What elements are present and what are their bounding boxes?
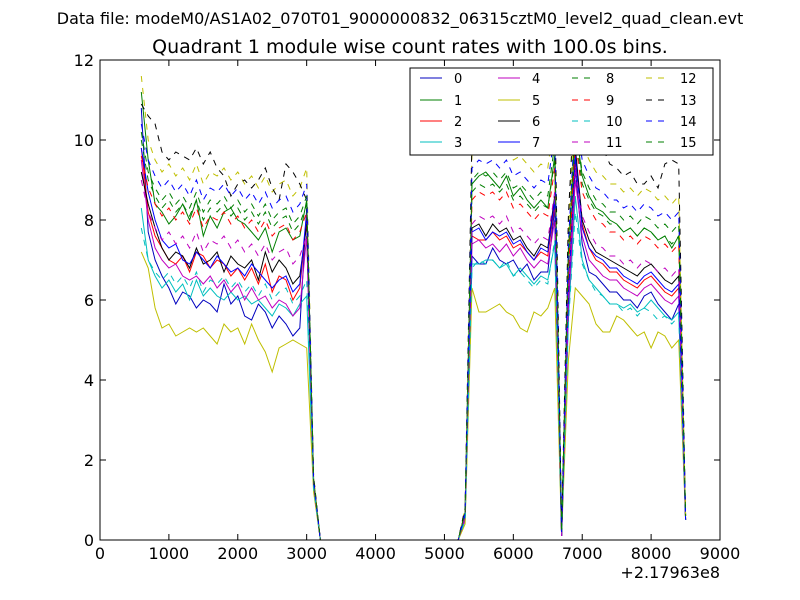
x-tick-label: 9000: [700, 544, 741, 563]
x-axis-offset-label: +2.17963e8: [620, 563, 720, 582]
legend-label-7: 7: [532, 136, 540, 151]
legend-label-10: 10: [606, 115, 623, 130]
x-tick-label: 0: [95, 544, 105, 563]
x-axis: 0 1000 2000 3000 4000 5000 6000 7000 8000 9000: [95, 60, 740, 563]
y-tick-label: 6: [84, 291, 94, 310]
legend-label-15: 15: [680, 136, 697, 151]
x-tick-label: 1000: [149, 544, 190, 563]
x-tick-label: 4000: [355, 544, 396, 563]
legend-label-4: 4: [532, 72, 540, 87]
x-tick-label: 3000: [286, 544, 327, 563]
chart-title: Quadrant 1 module wise count rates with …: [152, 36, 668, 58]
legend-label-2: 2: [454, 115, 462, 130]
y-tick-label: 12: [74, 51, 94, 70]
x-tick-label: 6000: [493, 544, 534, 563]
legend-label-13: 13: [680, 94, 697, 109]
y-tick-label: 4: [84, 371, 94, 390]
legend-label-8: 8: [606, 72, 614, 87]
legend-label-9: 9: [606, 94, 614, 109]
series-line-9: [140, 139, 687, 541]
legend-frame: [409, 67, 714, 156]
legend-label-3: 3: [454, 136, 462, 151]
series-line-12: [140, 75, 687, 541]
y-tick-label: 2: [84, 451, 94, 470]
legend-label-14: 14: [680, 115, 697, 130]
series-line-11: [140, 167, 687, 541]
figure-suptitle: Data file: modeM0/AS1A02_070T01_90000008…: [57, 9, 743, 29]
legend-label-12: 12: [680, 72, 697, 87]
legend-label-6: 6: [532, 115, 540, 130]
series-line-15: [140, 123, 687, 541]
legend-label-11: 11: [606, 136, 623, 151]
legend-label-0: 0: [454, 72, 462, 87]
legend-label-1: 1: [454, 94, 462, 109]
x-tick-label: 8000: [631, 544, 672, 563]
x-tick-label: 7000: [562, 544, 603, 563]
legend-label-5: 5: [532, 94, 540, 109]
x-tick-label: 2000: [217, 544, 258, 563]
y-tick-label: 8: [84, 211, 94, 230]
y-tick-label: 10: [74, 131, 94, 150]
x-tick-label: 5000: [424, 544, 465, 563]
y-tick-label: 0: [84, 531, 94, 550]
